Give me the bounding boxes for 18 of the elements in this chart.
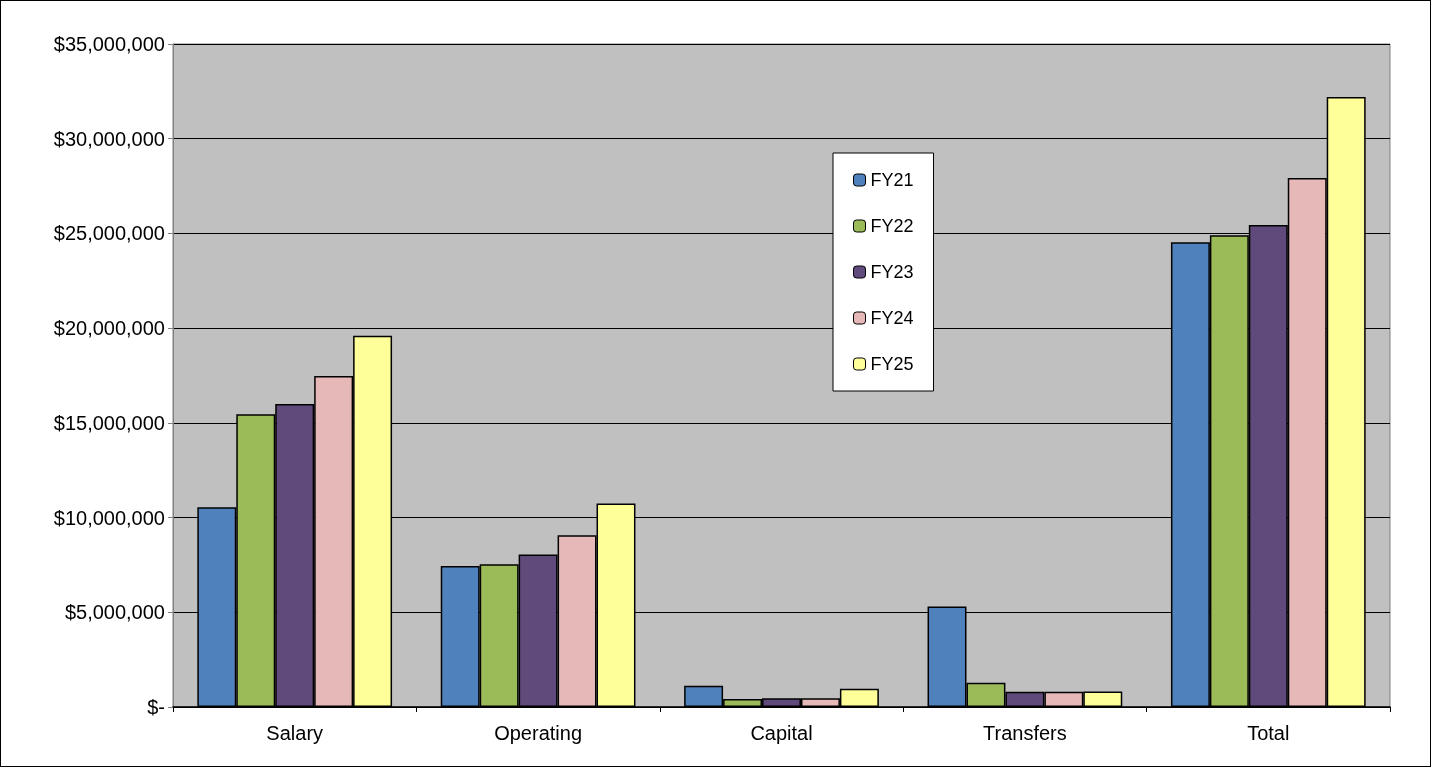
y-tick-label: $5,000,000 — [64, 601, 165, 624]
y-tick-label: $20,000,000 — [53, 317, 165, 340]
x-tick-label: Operating — [494, 722, 583, 744]
x-tick-label: Transfers — [983, 722, 1067, 744]
y-tick-label: $10,000,000 — [53, 506, 165, 529]
y-tick-label: $15,000,000 — [53, 411, 165, 434]
x-tick-label: Total — [1247, 722, 1290, 744]
y-tick-label: $35,000,000 — [53, 33, 165, 55]
legend-label: FY22 — [870, 216, 914, 236]
legend-label: FY23 — [870, 262, 914, 282]
y-tick-label: $- — [147, 696, 165, 718]
y-tick-label: $25,000,000 — [53, 222, 165, 245]
legend-label: FY25 — [870, 354, 914, 374]
legend-label: FY21 — [870, 170, 914, 190]
x-tick-label: Salary — [266, 722, 324, 744]
legend-label: FY24 — [870, 308, 914, 328]
y-tick-label: $30,000,000 — [53, 127, 165, 150]
x-tick-label: Capital — [750, 722, 813, 744]
